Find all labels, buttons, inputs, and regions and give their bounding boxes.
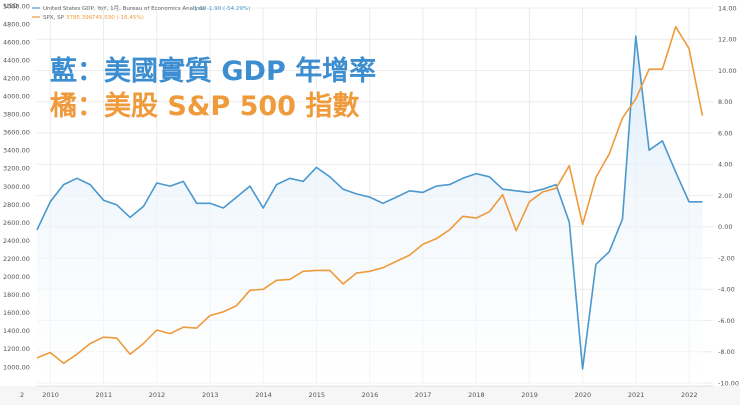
right-axis-tick-label: 10.00 [718,67,737,75]
legend: United States GDP, YoY, 1月, Bureau of Ec… [32,5,250,21]
left-axis-tick-label: 2600.00 [3,219,30,227]
x-axis-tick-label: 2014 [255,391,272,399]
x-axis-tick-label: 2021 [628,391,645,399]
left-axis-tick-label: 3600.00 [3,129,30,137]
left-axis-tick-label: 1600.00 [3,309,30,317]
left-axis-tick-label: 4800.00 [3,20,30,28]
overlay-title-orange: 橘：美股 S&P 500 指數 [50,90,359,122]
x-axis: 2010 2011 2012 2013 2014 2015 2016 2017 2018 2019… [42,391,697,399]
left-axis-tick-label: 2000.00 [3,273,30,281]
left-axis-tick-label: 1000.00 [3,363,30,371]
gdp-series-line [36,35,703,370]
left-axis-unit-label: USD [4,2,18,10]
left-axis-tick-label: 3200.00 [3,165,30,173]
left-axis-tick-label: 4400.00 [3,56,30,64]
right-axis-tick-label: 12.00 [718,36,737,44]
x-axis-tick-label: 2013 [202,391,219,399]
x-axis-tick-label: 2016 [362,391,379,399]
x-axis-tick-label: 2012 [149,391,166,399]
spx-series-line [36,26,704,365]
legend-spx-name: SPX, SP [43,15,65,21]
x-axis-tick-label: 2017 [415,391,432,399]
x-axis-tick-label: 2022 [681,391,698,399]
left-axis-tick-label: 3800.00 [3,111,30,119]
legend-gdp-change: -1.90 (-54.29%) [207,6,250,12]
gdp-area-fill [37,36,703,386]
overlay-title-blue: 藍：美國實質 GDP 年增率 [50,55,376,87]
right-axis: -10.00 -8.00 -6.00 -4.00 -2.00 0.00 2.00 4.00 6.… [718,4,739,387]
right-axis-tick-label: -4.00 [718,286,735,294]
legend-spx-value: 3785.390 [66,15,93,21]
left-axis-tick-label: 5000.00 [3,2,30,10]
right-axis-tick-label: -2.00 [718,254,735,262]
right-axis-tick-label: -8.00 [718,348,735,356]
left-axis-tick-label: 2800.00 [3,201,30,209]
left-axis-tick-label: 1800.00 [3,291,30,299]
right-axis-tick-label: 4.00 [718,161,732,169]
x-axis-tick-label: 2020 [575,391,592,399]
left-axis-tick-label: 4600.00 [3,38,30,46]
right-axis-tick-label: 8.00 [718,98,732,106]
x-axis-tick-label: 2015 [308,391,325,399]
x-axis-tick-label: 2010 [42,391,59,399]
right-axis-tick-label: -6.00 [718,317,735,325]
x-axis-tick-label: 2011 [96,391,113,399]
left-axis-tick-label: 4200.00 [3,74,30,82]
right-axis-tick-label: 14.00 [718,4,737,12]
left-axis-tick-label: 2200.00 [3,255,30,263]
series-layer [36,26,704,386]
legend-gdp-name: United States GDP, YoY, 1月, Bureau of Ec… [43,5,205,12]
left-axis-tick-label: 1200.00 [3,345,30,353]
x-axis-tick-label: 2019 [521,391,538,399]
corner-label: 2 [20,391,24,399]
left-axis-tick-label: 4000.00 [3,93,30,101]
left-axis: 1000.00 1200.00 1400.00 1600.00 1800.00 2000.… [3,2,30,371]
left-axis-tick-label: 1400.00 [3,327,30,335]
left-axis-tick-label: 3400.00 [3,147,30,155]
right-axis-tick-label: 2.00 [718,192,732,200]
legend-gdp-value: 1.60 [194,6,207,12]
left-axis-tick-label: 2400.00 [3,237,30,245]
legend-spx-change: -745.030 (-16.45%) [90,15,144,21]
x-axis-tick-label: 2018 [468,391,485,399]
right-axis-tick-label: -10.00 [718,379,739,387]
right-axis-tick-label: 6.00 [718,129,732,137]
left-axis-tick-label: 3000.00 [3,183,30,191]
right-axis-tick-label: 0.00 [718,223,732,231]
